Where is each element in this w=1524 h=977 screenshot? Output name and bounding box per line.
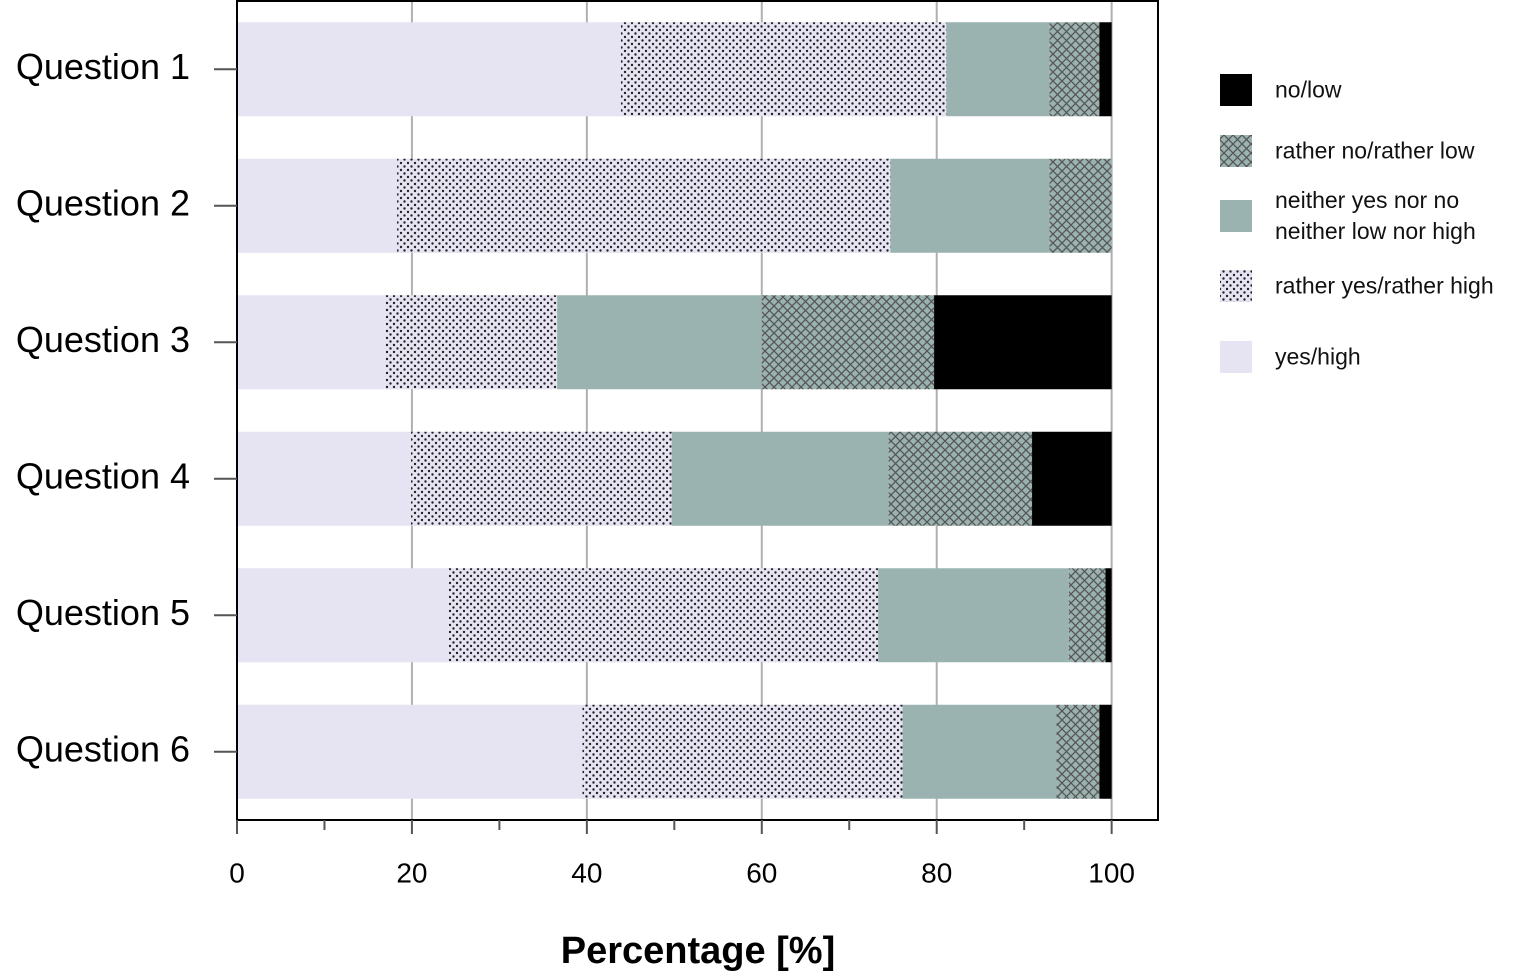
x-tick-label: 100 [1088, 857, 1135, 888]
legend-swatch [1220, 200, 1252, 232]
x-tick-label: 20 [396, 857, 427, 888]
y-tick-label: Question 2 [16, 182, 190, 223]
x-tick-label: 40 [571, 857, 602, 888]
bar-segment [384, 295, 558, 390]
bar-segment [1105, 568, 1112, 663]
bar-segment [934, 295, 1112, 390]
bar-segment [1099, 22, 1112, 117]
bar-segment [448, 568, 879, 663]
bar-segment [237, 568, 449, 663]
bar-segment [237, 158, 398, 253]
y-tick-label: Question 5 [16, 592, 190, 633]
bar-segment [582, 704, 903, 799]
bar-segment [1032, 431, 1112, 526]
y-tick-label: Question 1 [16, 46, 190, 87]
y-tick-label: Question 3 [16, 319, 190, 360]
legend-label: no/low [1275, 76, 1342, 103]
bar-segment [237, 704, 583, 799]
legend-swatch [1220, 135, 1252, 167]
legend-swatch [1220, 341, 1252, 373]
bar-segment [1049, 22, 1100, 117]
legend-label: rather yes/rather high [1275, 272, 1494, 299]
bar-segment [557, 295, 762, 390]
legend-label: yes/high [1275, 343, 1361, 370]
plot-frame [236, 0, 1159, 821]
bar-segment [620, 22, 947, 117]
bar-segment [902, 704, 1057, 799]
bar-segment [1099, 704, 1112, 799]
bar-segment [397, 158, 891, 253]
bar-segment [237, 295, 385, 390]
bar-segment [237, 431, 412, 526]
y-tick-label: Question 6 [16, 728, 190, 769]
x-tick-label: 0 [229, 857, 245, 888]
legend-label: rather no/rather low [1275, 137, 1475, 164]
bar-segment [671, 431, 889, 526]
bar-segment [890, 158, 1050, 253]
bar-segment [946, 22, 1050, 117]
x-axis-label: Percentage [%] [561, 930, 836, 972]
legend-label: neither yes nor no neither low nor high [1275, 187, 1476, 244]
bar-segment [761, 295, 935, 390]
y-tick-label: Question 4 [16, 455, 190, 496]
bar-segment [411, 431, 672, 526]
legend-swatch [1220, 74, 1252, 106]
bar-segment [1056, 704, 1100, 799]
legend-swatch [1220, 270, 1252, 302]
x-tick-label: 80 [921, 857, 952, 888]
bar-segment [878, 568, 1069, 663]
x-tick-label: 60 [746, 857, 777, 888]
bar-segment [1068, 568, 1106, 663]
bar-segment [1049, 158, 1112, 253]
bar-segment [888, 431, 1033, 526]
bar-segment [237, 22, 621, 117]
